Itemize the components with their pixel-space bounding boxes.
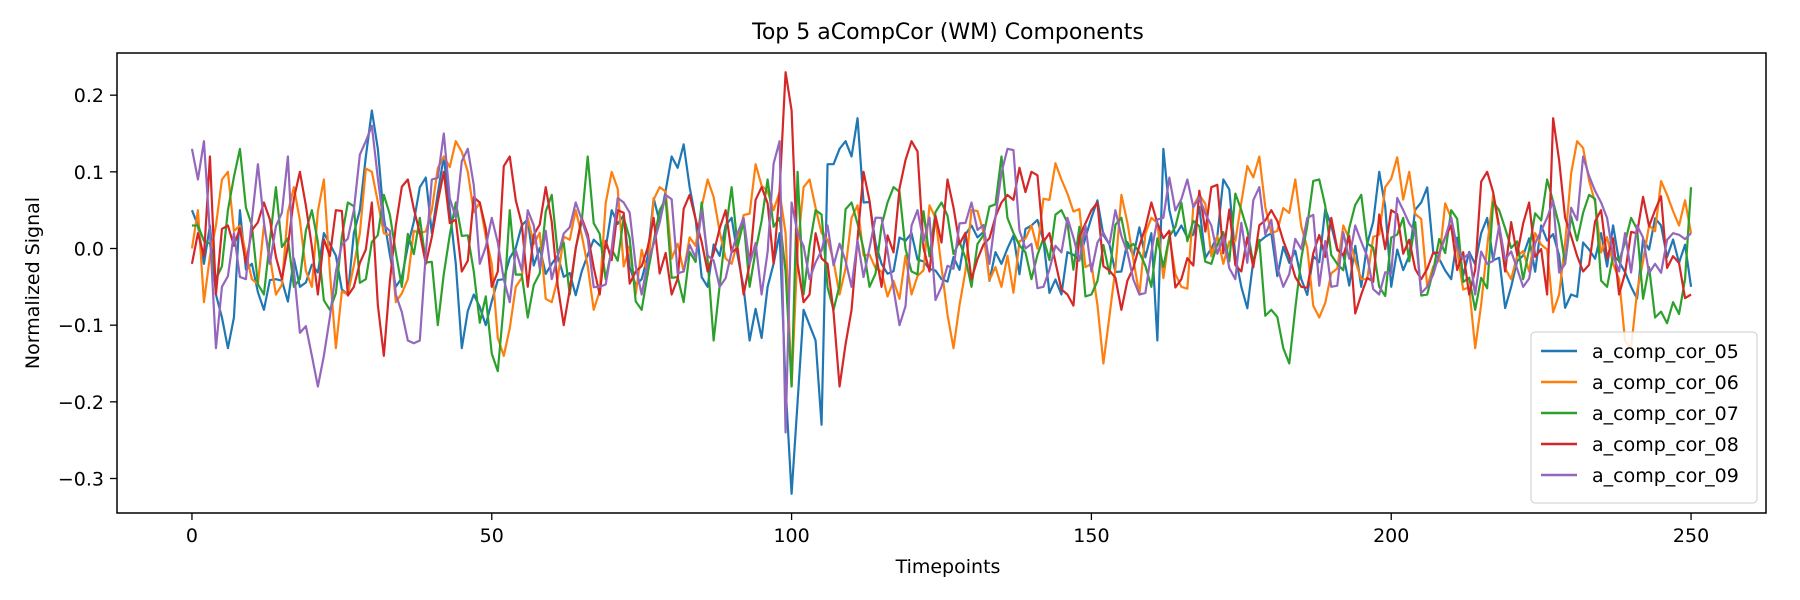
series-line-a-comp-cor-05 [190, 109, 1693, 495]
x-tick-label: 200 [1373, 525, 1409, 547]
legend-label: a_comp_cor_08 [1592, 434, 1739, 456]
y-tick-label: −0.3 [58, 469, 104, 491]
legend-frame [1530, 331, 1758, 504]
y-tick-label: −0.1 [58, 315, 104, 337]
legend-label: a_comp_cor_05 [1592, 341, 1739, 363]
x-tick-label: 50 [480, 525, 504, 547]
x-tick-label: 100 [773, 525, 809, 547]
legend-label: a_comp_cor_06 [1592, 372, 1739, 394]
y-tick-label: −0.2 [58, 392, 104, 414]
y-tick-label: 0.2 [74, 85, 104, 107]
legend-label: a_comp_cor_09 [1592, 465, 1739, 487]
x-axis: 0 50 100 150 200 250 [186, 513, 1709, 547]
x-tick-label: 250 [1673, 525, 1709, 547]
x-tick-label: 150 [1073, 525, 1109, 547]
chart-title: Top 5 aCompCor (WM) Components [751, 20, 1144, 45]
series-layer [190, 71, 1693, 495]
legend-label: a_comp_cor_07 [1592, 403, 1739, 425]
y-tick-label: 0.1 [74, 162, 104, 184]
legend: a_comp_cor_05 a_comp_cor_06 a_comp_cor_07a… [1530, 331, 1758, 504]
y-axis: −0.3 −0.2 −0.1 0.0 0.1 0.2 [58, 85, 117, 491]
x-axis-label: Timepoints [895, 556, 1001, 578]
y-tick-label: 0.0 [74, 239, 104, 261]
x-tick-label: 0 [186, 525, 198, 547]
y-axis-label: Normalized Signal [22, 197, 44, 369]
series-line-a-comp-cor-09 [190, 124, 1692, 434]
axes-frame [116, 52, 1767, 514]
series-line-a-comp-cor-07 [191, 147, 1693, 388]
